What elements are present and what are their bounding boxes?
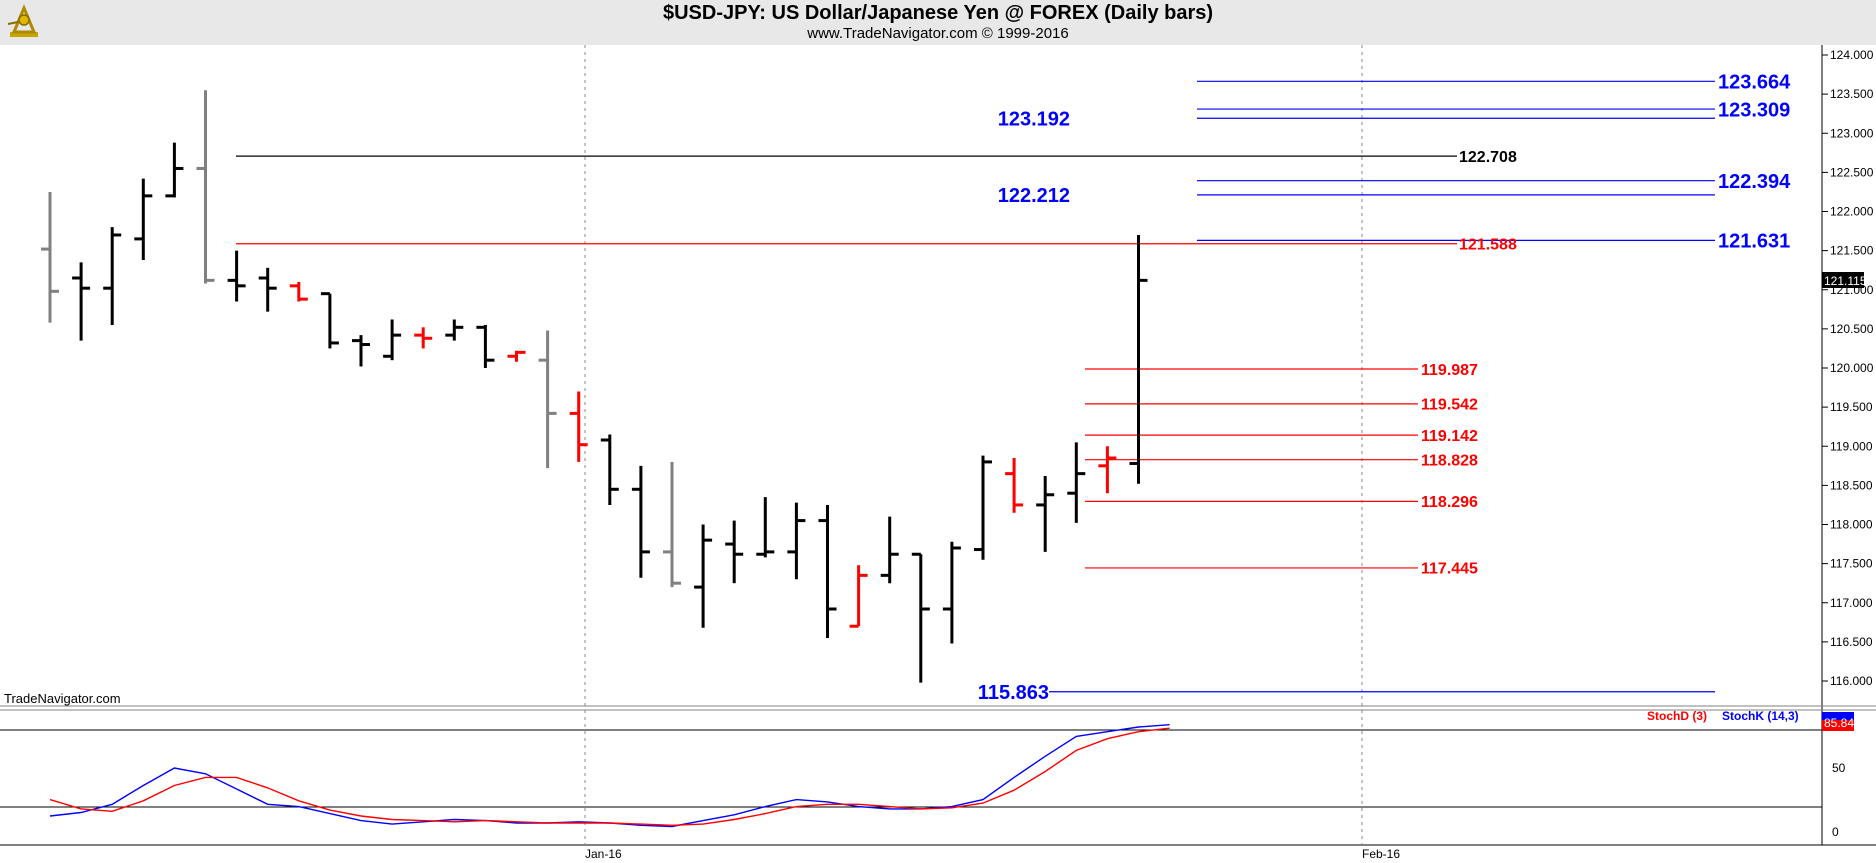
chart-subtitle: www.TradeNavigator.com © 1999-2016 — [807, 25, 1069, 42]
ohlc-bar — [1129, 234, 1148, 484]
level-label: 123.664 — [1718, 71, 1791, 93]
price-tick-label: 118.000 — [1830, 518, 1873, 532]
price-tick-label: 123.500 — [1830, 87, 1874, 101]
legend-stochk: StochK (14,3) — [1722, 709, 1799, 723]
ohlc-bar — [787, 502, 806, 580]
price-tick-label: 119.500 — [1830, 400, 1873, 414]
ohlc-bar — [134, 178, 153, 261]
price-tick-label: 119.000 — [1830, 439, 1873, 453]
last-price-tag — [1822, 272, 1864, 288]
ohlc-bar — [694, 524, 713, 628]
price-tick-label: 118.500 — [1830, 478, 1873, 492]
price-tick-label: 123.000 — [1830, 126, 1874, 140]
ohlc-bar — [818, 504, 837, 638]
level-label: 121.631 — [1718, 231, 1790, 253]
price-tick-label: 117.000 — [1830, 596, 1873, 610]
stoch-tick-0: 0 — [1832, 825, 1839, 839]
price-tick-label: 117.500 — [1830, 557, 1873, 571]
ohlc-bar — [507, 350, 526, 362]
level-label: 115.863 — [978, 682, 1049, 704]
level-label: 123.192 — [998, 108, 1070, 130]
price-tick-label: 116.500 — [1830, 635, 1873, 649]
ohlc-bar — [289, 281, 308, 302]
ohlc-bar — [320, 292, 339, 349]
level-label: 119.542 — [1421, 397, 1478, 414]
ohlc-bar — [352, 335, 370, 367]
price-tick-label: 122.000 — [1830, 205, 1874, 219]
stoch-value-tag-upper — [1822, 712, 1854, 720]
ohlc-bar — [227, 250, 246, 302]
ohlc-bar — [974, 455, 992, 560]
ohlc-bar — [569, 391, 588, 462]
ohlc-bar — [725, 520, 744, 584]
ohlc-bar — [383, 319, 402, 361]
ohlc-bar — [258, 267, 277, 312]
ohlc-bar — [1005, 457, 1024, 513]
level-label: 118.296 — [1421, 494, 1478, 511]
ohlc-bar — [72, 262, 91, 341]
ohlc-bar — [600, 434, 619, 505]
level-label: 121.588 — [1459, 236, 1517, 253]
stoch-last-value-label: 85.84 — [1824, 716, 1854, 730]
ohlc-bar — [1098, 446, 1117, 494]
price-tick-label: 120.000 — [1830, 361, 1874, 375]
ohlc-bar — [942, 541, 961, 644]
watermark: TradeNavigator.com — [4, 691, 121, 706]
chart-title: $USD-JPY: US Dollar/Japanese Yen @ FOREX… — [662, 2, 1214, 24]
last-price-label: 121.115 — [1824, 274, 1867, 288]
level-label: 118.828 — [1421, 452, 1478, 469]
ohlc-bar — [414, 327, 433, 349]
stoch-tick-50: 50 — [1832, 761, 1846, 775]
ohlc-bar — [1067, 442, 1086, 523]
ohlc-bar — [880, 516, 899, 584]
ohlc-bar — [756, 497, 775, 558]
price-tick-label: 120.500 — [1830, 322, 1874, 336]
level-label: 122.212 — [998, 185, 1070, 207]
level-label: 117.445 — [1421, 561, 1478, 578]
stochd-line — [49, 727, 1170, 827]
level-label: 122.394 — [1718, 171, 1791, 193]
sextant-logo-icon — [7, 4, 38, 37]
ohlc-bar — [538, 330, 557, 469]
level-label: 119.987 — [1421, 362, 1478, 379]
ohlc-bar — [445, 319, 464, 341]
ohlc-bar — [103, 227, 122, 325]
price-tick-label: 124.000 — [1830, 48, 1874, 62]
price-tick-label: 122.500 — [1830, 165, 1874, 179]
price-tick-label: 121.500 — [1830, 244, 1874, 258]
ohlc-bar — [41, 191, 59, 323]
price-tick-label: 116.000 — [1830, 674, 1873, 688]
ohlc-bar — [165, 142, 184, 198]
ohlc-bar — [911, 552, 930, 683]
chart-header: $USD-JPY: US Dollar/Japanese Yen @ FOREX… — [0, 0, 1876, 45]
level-label: 123.309 — [1718, 99, 1790, 121]
date-label-feb: Feb-16 — [1362, 847, 1400, 861]
ohlc-bar — [1036, 475, 1055, 552]
ohlc-bar — [631, 465, 650, 578]
level-label: 119.142 — [1421, 428, 1478, 445]
level-label: 122.708 — [1459, 149, 1517, 166]
date-label-jan: Jan-16 — [585, 847, 622, 861]
ohlc-bar — [663, 461, 681, 588]
ohlc-bar — [476, 324, 495, 368]
legend-stochd: StochD (3) — [1647, 709, 1707, 723]
ohlc-bar — [196, 90, 215, 284]
stochk-line — [49, 724, 1170, 828]
ohlc-bar — [849, 565, 868, 628]
